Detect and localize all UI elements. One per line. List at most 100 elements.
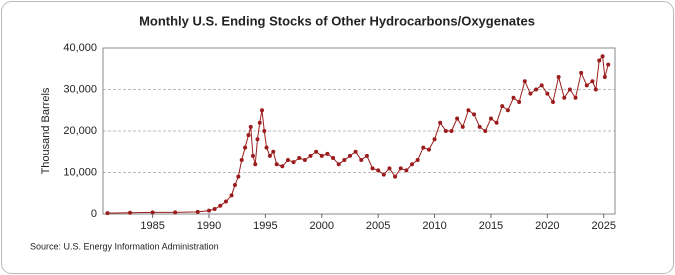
data-point	[212, 207, 217, 212]
data-point	[248, 124, 253, 129]
data-point	[255, 137, 260, 142]
data-point	[573, 95, 578, 100]
data-point	[325, 151, 330, 156]
data-point	[280, 164, 285, 169]
data-point	[239, 158, 244, 163]
data-point	[460, 124, 465, 129]
plot-border	[102, 47, 616, 215]
y-tick-label: 30,000	[63, 83, 97, 95]
data-point	[353, 149, 358, 154]
y-tick-label: 20,000	[63, 125, 97, 137]
x-tick-label: 2025	[591, 220, 615, 232]
data-point	[370, 166, 375, 171]
data-point	[511, 95, 516, 100]
data-point	[246, 133, 251, 138]
data-point	[534, 87, 539, 92]
data-point	[477, 124, 482, 129]
x-tick-label: 1985	[140, 220, 164, 232]
data-point	[232, 182, 237, 187]
data-point	[271, 149, 276, 154]
data-point	[150, 210, 155, 215]
data-point	[308, 153, 313, 158]
data-point	[236, 174, 241, 179]
data-point	[262, 129, 267, 133]
chart-title: Monthly U.S. Ending Stocks of Other Hydr…	[139, 13, 535, 28]
data-point	[260, 108, 265, 113]
data-point	[602, 75, 607, 80]
data-point	[223, 199, 228, 204]
data-point	[250, 153, 255, 158]
data-point	[593, 87, 598, 92]
data-point	[597, 58, 602, 63]
data-point	[466, 108, 471, 113]
data-point	[472, 112, 477, 117]
data-point	[528, 91, 533, 96]
x-tick-label: 1995	[253, 220, 277, 232]
data-point	[393, 174, 398, 179]
data-point	[331, 155, 336, 160]
data-point	[567, 87, 572, 92]
data-point	[600, 54, 605, 59]
data-point	[285, 158, 290, 163]
data-point	[302, 158, 307, 163]
data-point	[128, 210, 133, 215]
y-tick-label: 40,000	[63, 42, 97, 54]
data-point	[398, 166, 403, 171]
data-point	[579, 70, 584, 75]
x-tick-label: 2005	[366, 220, 390, 232]
data-point	[319, 153, 324, 158]
data-point	[522, 79, 527, 84]
data-point	[545, 91, 550, 96]
data-point	[432, 137, 437, 142]
data-point	[105, 211, 110, 216]
data-point	[291, 160, 296, 165]
data-point	[415, 158, 420, 163]
data-point	[410, 162, 415, 167]
data-point	[505, 108, 510, 113]
source: Source: U.S. Energy Information Administ…	[30, 241, 219, 251]
data-point	[229, 193, 234, 198]
data-point	[562, 95, 567, 100]
data-point	[257, 120, 262, 125]
data-point	[517, 99, 522, 104]
x-tick-label: 2000	[310, 220, 334, 232]
data-point	[376, 168, 381, 173]
data-point	[438, 120, 443, 125]
y-axis-label: Thousand Barrels	[40, 87, 52, 174]
y-tick-label: 0	[91, 208, 97, 220]
data-point	[297, 155, 302, 160]
data-point	[381, 172, 386, 177]
x-tick-label: 2020	[535, 220, 559, 232]
data-point	[173, 210, 178, 215]
data-point	[195, 209, 200, 214]
x-tick-label: 2015	[479, 220, 503, 232]
data-point	[387, 166, 392, 171]
data-point	[455, 116, 460, 121]
data-point	[342, 158, 347, 163]
data-point	[314, 149, 319, 154]
data-point	[550, 99, 555, 104]
data-point	[243, 145, 248, 150]
y-tick-label: 10,000	[63, 166, 97, 178]
data-point	[539, 83, 544, 88]
data-point	[347, 153, 352, 158]
data-point	[264, 145, 269, 150]
data-point	[336, 162, 341, 167]
data-point	[218, 203, 223, 208]
data-point	[207, 208, 212, 213]
x-tick-label: 1990	[197, 220, 221, 232]
data-point	[443, 129, 448, 133]
data-point	[359, 158, 364, 163]
data-point	[364, 153, 369, 158]
data-point	[421, 145, 426, 150]
x-tick-label: 2010	[422, 220, 446, 232]
data-point	[556, 75, 561, 80]
data-point	[590, 79, 595, 84]
data-point	[488, 116, 493, 121]
data-point	[584, 83, 589, 88]
data-point	[253, 162, 258, 167]
data-point	[426, 147, 431, 152]
data-point	[483, 129, 488, 133]
